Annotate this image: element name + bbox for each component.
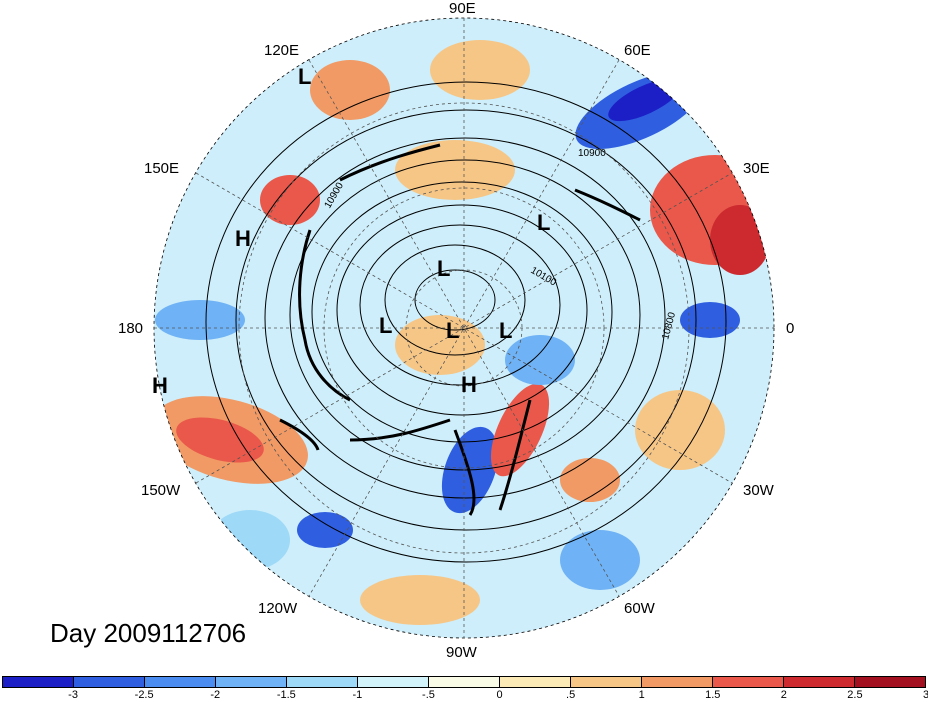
colorbar xyxy=(2,676,926,688)
colorbar-tick-label: 1 xyxy=(638,689,645,701)
colorbar-swatch xyxy=(784,677,855,687)
graticule xyxy=(153,17,775,639)
high-center: H xyxy=(152,373,168,398)
colorbar-swatch xyxy=(571,677,642,687)
low-center: L xyxy=(446,318,460,343)
colorbar-swatch xyxy=(358,677,429,687)
contour-label: 10900 xyxy=(578,148,606,159)
lon-label-60w: 60W xyxy=(624,600,655,617)
low-center: L xyxy=(537,210,551,235)
colorbar-swatch xyxy=(3,677,74,687)
lon-label-30e: 30E xyxy=(743,160,770,177)
anomaly-field xyxy=(154,18,774,638)
low-center: L xyxy=(499,318,513,343)
high-center: H xyxy=(461,372,477,397)
colorbar-tick-label: 2.5 xyxy=(847,689,863,701)
jet-contours xyxy=(279,143,641,516)
colorbar-swatch xyxy=(855,677,925,687)
day-title: Day 2009112706 xyxy=(50,618,247,648)
low-center: L xyxy=(437,256,451,281)
colorbar-swatch xyxy=(713,677,784,687)
colorbar-tick-label: .5 xyxy=(566,689,576,701)
lon-label-60e: 60E xyxy=(624,42,651,59)
colorbar-tick-label: 3 xyxy=(922,689,928,701)
colorbar-swatch xyxy=(74,677,145,687)
low-center: L xyxy=(298,64,312,89)
lon-label-0: 0 xyxy=(786,320,795,337)
colorbar-swatch xyxy=(287,677,358,687)
height-contours xyxy=(205,81,727,563)
colorbar-tick-label: -2 xyxy=(210,689,221,701)
lon-label-90w: 90W xyxy=(446,644,477,661)
lon-label-180: 180 xyxy=(118,320,144,337)
lon-label-30w: 30W xyxy=(743,482,774,499)
lon-label-120e: 120E xyxy=(264,42,300,59)
colorbar-tick-label: 2 xyxy=(780,689,787,701)
colorbar-tick-label: -1.5 xyxy=(276,689,296,701)
lon-label-150w: 150W xyxy=(141,482,181,499)
colorbar-tick-label: -2.5 xyxy=(134,689,154,701)
colorbar-tick-label: -3 xyxy=(68,689,78,701)
colorbar-swatch xyxy=(145,677,216,687)
colorbar-tick-label: -.5 xyxy=(422,689,435,701)
colorbar-tick-label: 0 xyxy=(496,689,503,701)
lon-label-90e: 90E xyxy=(449,0,476,17)
high-center: H xyxy=(235,226,251,251)
lon-label-150e: 150E xyxy=(144,160,180,177)
colorbar-tick-label: 1.5 xyxy=(705,689,721,701)
low-center: L xyxy=(379,313,393,338)
colorbar-swatch xyxy=(500,677,571,687)
colorbar-tick-label: -1 xyxy=(352,689,363,701)
colorbar-swatch xyxy=(216,677,287,687)
lon-label-120w: 120W xyxy=(258,600,298,617)
colorbar-swatch xyxy=(642,677,713,687)
colorbar-swatch xyxy=(429,677,500,687)
